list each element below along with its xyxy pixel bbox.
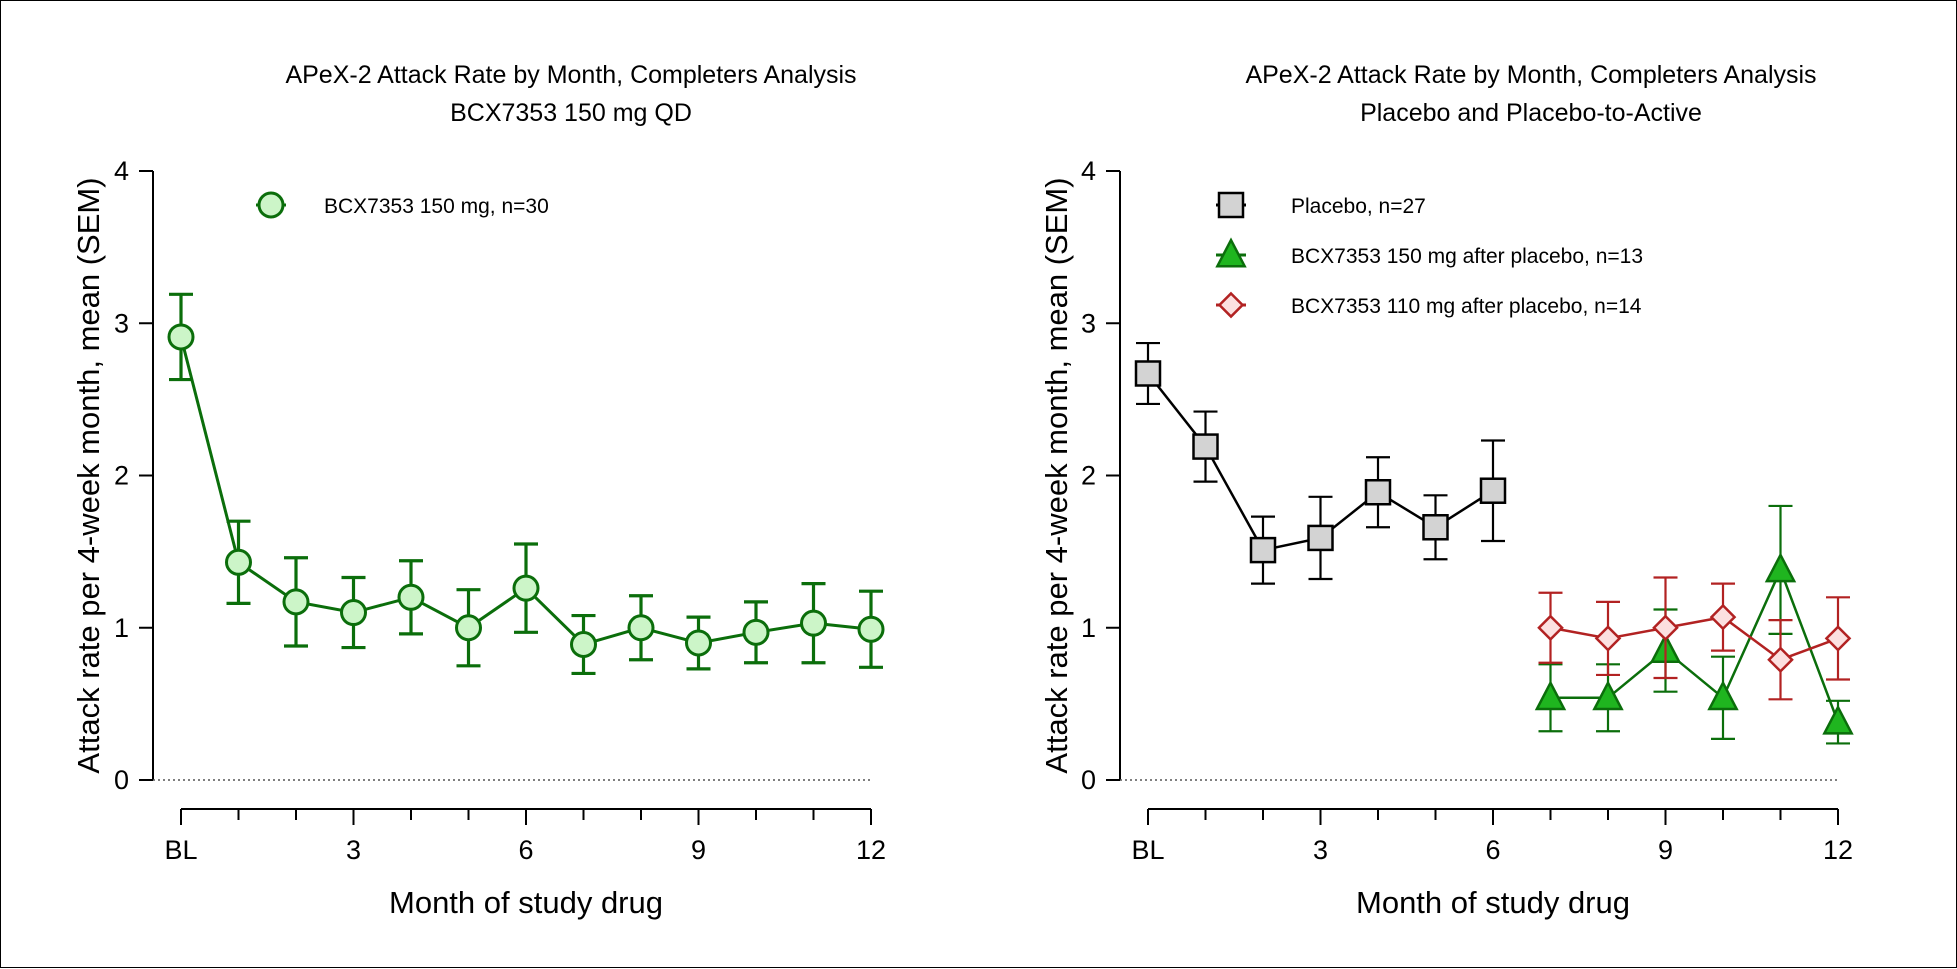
- chart-1-y-tick-label-4: 4: [114, 156, 129, 186]
- chart-2-legend-item-1: Placebo, n=27: [1216, 191, 1426, 219]
- chart-2-y-tick-label-1: 1: [1081, 613, 1096, 643]
- chart-panel-2: APeX-2 Attack Rate by Month, Completers …: [1039, 61, 1854, 920]
- chart-1-x-tick-label-6: 6: [518, 835, 533, 865]
- chart-1-series-1: [167, 292, 885, 676]
- chart-1-series-1-point-3: [282, 588, 310, 616]
- chart-1-x-tick-label-12: 12: [856, 835, 886, 865]
- chart-1-series-1-point-5: [397, 583, 425, 611]
- chart-2-legend-label-2: BCX7353 150 mg after placebo, n=13: [1291, 245, 1643, 268]
- chart-2-legend-marker-3: [1217, 291, 1245, 319]
- chart-2-x-tick-label-6: 6: [1485, 835, 1500, 865]
- chart-1-y-tick-label-1: 1: [114, 613, 129, 643]
- chart-2-series-2-point-4: [1707, 680, 1739, 711]
- chart-2-x-tick-label-9: 9: [1658, 835, 1673, 865]
- chart-2-series-3-point-4: [1709, 603, 1737, 631]
- chart-1-title-line-1: APeX-2 Attack Rate by Month, Completers …: [285, 61, 856, 89]
- chart-2-series-3-point-5: [1767, 646, 1794, 674]
- chart-2-series-3: [1537, 576, 1852, 701]
- chart-2-legend-item-2: BCX7353 150 mg after placebo, n=13: [1215, 237, 1643, 268]
- chart-2-x-tick-label-3: 3: [1313, 835, 1328, 865]
- chart-1-title-line-2: BCX7353 150 mg QD: [450, 99, 692, 127]
- chart-2-series-1-point-3: [1249, 536, 1277, 564]
- chart-1-legend-item-1: BCX7353 150 mg, n=30: [256, 191, 549, 219]
- chart-2-series-3-point-2: [1594, 625, 1622, 652]
- chart-2-series-1: [1134, 341, 1507, 585]
- chart-1-series-1-point-10: [685, 629, 712, 657]
- chart-2-legend-marker-1: [1217, 191, 1245, 219]
- chart-1-y-tick-label-0: 0: [114, 765, 129, 795]
- chart-2-series-1-point-5: [1364, 478, 1392, 506]
- chart-2-series-2-point-5: [1764, 552, 1797, 583]
- chart-1-series-1-point-4: [340, 599, 367, 627]
- chart-1-x-tick-label-9: 9: [691, 835, 706, 865]
- chart-1-legend-marker-1: [257, 191, 285, 219]
- chart-1-series-1-point-13: [857, 615, 885, 643]
- chart-1-series-1-point-6: [455, 614, 482, 642]
- chart-2-y-tick-label-3: 3: [1081, 308, 1096, 338]
- chart-2-y-axis-label: Attack rate per 4-week month, mean (SEM): [1039, 177, 1074, 773]
- chart-2-x-tick-label-12: 12: [1823, 835, 1853, 865]
- chart-2-series-2-point-1: [1534, 680, 1567, 711]
- chart-1-series-1-point-8: [570, 630, 597, 658]
- chart-1-series-1-point-11: [742, 618, 770, 646]
- chart-2-series-1-point-6: [1422, 514, 1449, 541]
- chart-1-x-axis-label: Month of study drug: [389, 885, 663, 920]
- chart-1-series-1-point-9: [627, 614, 655, 642]
- chart-1-y-tick-label-3: 3: [114, 308, 129, 338]
- chart-2-x-tick-label-BL: BL: [1131, 835, 1164, 865]
- chart-2-series-3-line: [1550, 615, 1839, 662]
- chart-2-series-1-point-1: [1134, 360, 1162, 387]
- chart-2-series-2-line: [1550, 566, 1840, 723]
- chart-2-series-2: [1534, 504, 1854, 745]
- chart-2-legend-label-3: BCX7353 110 mg after placebo, n=14: [1291, 295, 1642, 318]
- chart-1-series-1-point-7: [512, 574, 540, 602]
- chart-1-series-1-point-2: [225, 548, 252, 576]
- chart-2-legend-marker-2: [1215, 237, 1247, 268]
- chart-2-x-axis-label: Month of study drug: [1356, 885, 1630, 920]
- chart-2-legend-label-1: Placebo, n=27: [1291, 195, 1426, 218]
- chart-2-series-3-point-3: [1652, 614, 1679, 642]
- chart-2-title-line-2: Placebo and Placebo-to-Active: [1360, 99, 1702, 127]
- chart-2-series-1-point-2: [1192, 433, 1219, 460]
- chart-2-series-1-point-7: [1479, 477, 1507, 504]
- chart-1-legend-label-1: BCX7353 150 mg, n=30: [324, 195, 549, 218]
- chart-1-x-tick-label-3: 3: [346, 835, 361, 865]
- chart-2-legend-item-3: BCX7353 110 mg after placebo, n=14: [1216, 291, 1642, 319]
- chart-1-y-tick-label-2: 2: [114, 461, 129, 491]
- chart-2-y-tick-label-4: 4: [1081, 156, 1096, 186]
- chart-2-series-2-point-2: [1592, 680, 1624, 711]
- chart-1-x-tick-label-BL: BL: [164, 835, 197, 865]
- chart-2-series-3-point-1: [1537, 614, 1564, 642]
- chart-2-series-1-point-4: [1307, 524, 1334, 552]
- chart-1-series-1-point-12: [800, 609, 827, 637]
- chart-2-series-2-point-6: [1822, 704, 1854, 735]
- chart-2-series-3-point-6: [1824, 625, 1852, 652]
- chart-2-title-line-1: APeX-2 Attack Rate by Month, Completers …: [1245, 61, 1816, 89]
- chart-2-y-tick-label-0: 0: [1081, 765, 1096, 795]
- chart-1-y-axis-label: Attack rate per 4-week month, mean (SEM): [71, 177, 106, 773]
- chart-panel-1: APeX-2 Attack Rate by Month, Completers …: [71, 61, 886, 920]
- chart-1-series-1-point-1: [167, 323, 195, 351]
- chart-2-y-tick-label-2: 2: [1081, 461, 1096, 491]
